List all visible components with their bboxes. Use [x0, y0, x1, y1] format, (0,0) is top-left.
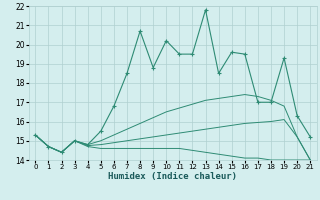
X-axis label: Humidex (Indice chaleur): Humidex (Indice chaleur) [108, 172, 237, 181]
